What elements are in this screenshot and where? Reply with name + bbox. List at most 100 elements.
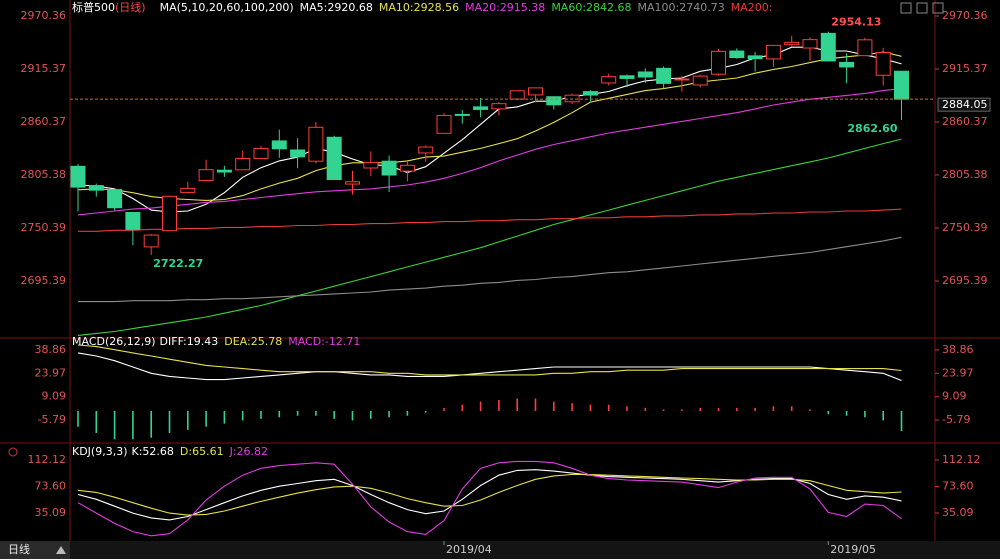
- window-button[interactable]: [932, 2, 944, 14]
- y-tick-label: 2970.36: [21, 9, 67, 22]
- candle-body: [619, 75, 635, 79]
- period-tab-label[interactable]: 日线: [8, 542, 30, 556]
- indicator-line: [77, 88, 902, 216]
- y-tick-label-right: 9.09: [942, 390, 967, 403]
- y-tick-label-right: 73.60: [942, 479, 974, 492]
- candle-body: [747, 55, 763, 60]
- window-button[interactable]: [916, 2, 928, 14]
- candle-body: [107, 189, 123, 209]
- candle-body: [820, 32, 836, 62]
- candle-body: [765, 44, 781, 60]
- period-tab[interactable]: [0, 541, 70, 559]
- panel-title: KDJ(9,3,3): [72, 445, 128, 458]
- candle-body: [125, 211, 141, 230]
- candle-body: [582, 91, 598, 96]
- y-tick-label: 2695.39: [21, 274, 67, 287]
- legend-entry: D:65.61: [180, 445, 224, 458]
- current-price-box: [937, 97, 991, 112]
- indicator-line: [78, 236, 902, 303]
- candle-body: [70, 165, 86, 188]
- legend-entry: J:26.82: [229, 445, 268, 458]
- candle-body: [308, 126, 324, 162]
- legend-entry: MA100:2740.73: [638, 1, 725, 14]
- legend-entry: MA20:2915.38: [465, 1, 545, 14]
- candle-body: [290, 149, 306, 158]
- low-label: 2862.60: [847, 122, 897, 135]
- y-tick-label-right: 35.09: [942, 506, 974, 519]
- legend-entry: MACD:-12.71: [288, 335, 360, 348]
- y-tick-label: 73.60: [35, 479, 67, 492]
- indicator-line: [77, 46, 902, 213]
- y-tick-label: 38.86: [35, 343, 67, 356]
- candle-body: [326, 136, 342, 181]
- candle-body: [857, 39, 873, 57]
- candle-body: [875, 52, 891, 76]
- legend-entry: K:52.68: [132, 445, 174, 458]
- y-tick-label-right: 38.86: [942, 343, 974, 356]
- legend-entry: DEA:25.78: [224, 335, 282, 348]
- candle-body: [418, 146, 434, 154]
- candle-body: [711, 50, 726, 75]
- legend-entry: MA200:: [731, 1, 773, 14]
- y-tick-label-right: 2805.38: [942, 168, 988, 181]
- candle-body: [784, 41, 800, 46]
- indicator-line: [77, 469, 902, 521]
- candle-body: [674, 78, 690, 81]
- indicator-name: MA(5,10,20,60,100,200): [160, 1, 294, 14]
- y-tick-label: 2915.37: [21, 62, 67, 75]
- window-button[interactable]: [900, 2, 912, 14]
- candle-body: [216, 169, 232, 173]
- indicator-line: [77, 138, 902, 336]
- chart-subtitle: (日线): [115, 0, 146, 14]
- low-label: 2722.27: [153, 257, 203, 270]
- candle-body: [454, 113, 470, 116]
- candle-body: [656, 67, 672, 84]
- candle-body: [345, 181, 360, 185]
- candle-body: [473, 106, 489, 110]
- y-tick-label: -5.79: [38, 413, 66, 426]
- candle-body: [235, 158, 251, 171]
- panel-title: MACD(26,12,9): [72, 335, 156, 348]
- indicator-line: [77, 460, 902, 537]
- y-tick-label: 23.97: [35, 366, 67, 379]
- candle-body: [381, 160, 397, 176]
- y-tick-label-right: 2695.39: [942, 274, 988, 287]
- y-tick-label: 2750.39: [21, 221, 67, 234]
- y-tick-label-right: -5.79: [942, 413, 970, 426]
- candle-body: [88, 185, 104, 191]
- y-tick-label-right: 23.97: [942, 366, 974, 379]
- candle-body: [546, 96, 562, 106]
- candle-body: [528, 87, 543, 96]
- kdj-settings-icon[interactable]: [8, 447, 18, 457]
- legend-entry: MA60:2842.68: [551, 1, 631, 14]
- y-tick-label-right: 2915.37: [942, 62, 988, 75]
- candle-body: [180, 187, 196, 193]
- y-tick-label-right: 112.12: [942, 453, 981, 466]
- plot-layer: 2695.39 2695.39 2750.39 2750.39 2805.38 2805.…: [21, 0, 991, 556]
- candle-body: [692, 75, 708, 86]
- time-axis-bar: [0, 541, 1000, 559]
- y-tick-label: 35.09: [35, 506, 67, 519]
- candle-body: [198, 169, 214, 181]
- candle-body: [729, 50, 745, 59]
- candle-body: [601, 76, 617, 84]
- candle-body: [143, 234, 159, 248]
- candle-body: [894, 70, 909, 100]
- tab-arrow[interactable]: [56, 546, 66, 554]
- candle-body: [509, 90, 525, 100]
- y-tick-label-right: 2750.39: [942, 221, 988, 234]
- candle-body: [399, 164, 415, 172]
- y-tick-label: 9.09: [42, 390, 67, 403]
- indicator-line: [77, 51, 902, 201]
- x-tick-label: 2019/05: [830, 543, 876, 556]
- indicator-line: [77, 352, 902, 382]
- y-tick-label: 2805.38: [21, 168, 67, 181]
- candle-body: [839, 61, 855, 68]
- y-tick-label-right: 2970.36: [942, 9, 988, 22]
- y-tick-label-right: 2860.37: [942, 115, 988, 128]
- legend-entry: MA10:2928.56: [379, 1, 459, 14]
- y-tick-label: 112.12: [28, 453, 67, 466]
